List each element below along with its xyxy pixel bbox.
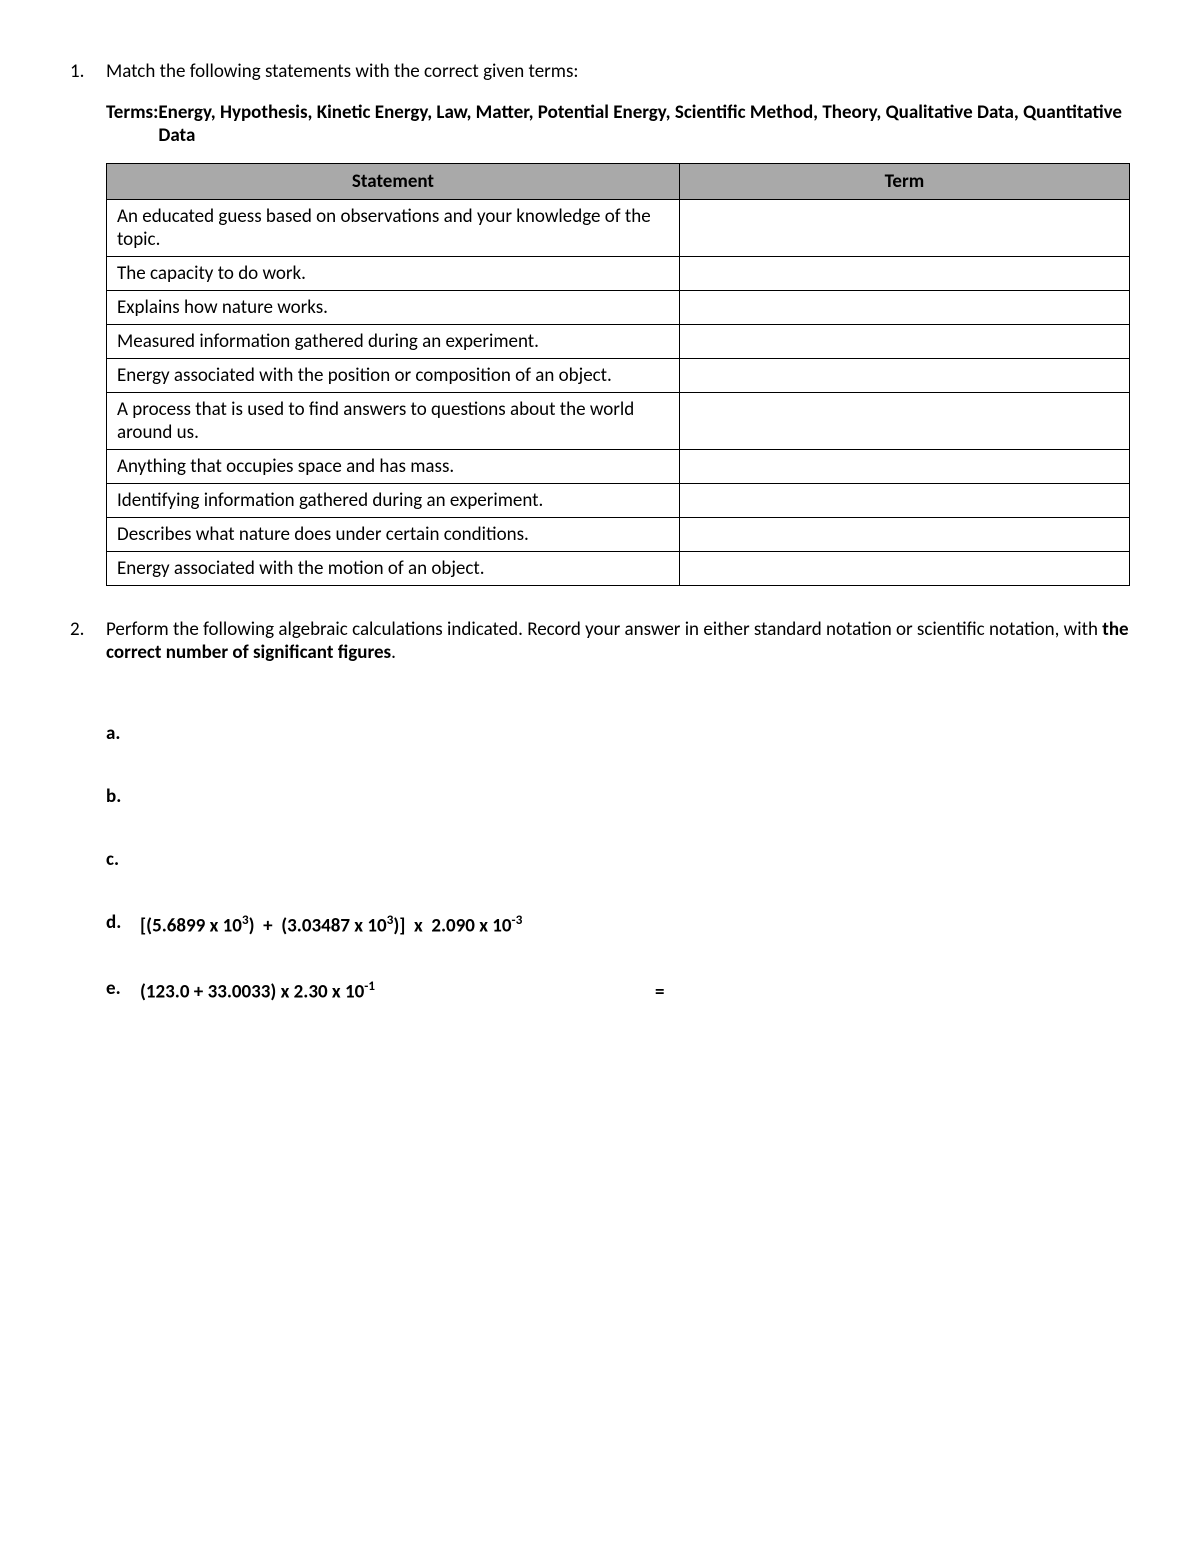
terms-list: Energy, Hypothesis, Kinetic Energy, Law,… xyxy=(158,101,1130,147)
question-1-number: 1. xyxy=(70,60,106,83)
match-table: Statement Term An educated guess based o… xyxy=(106,163,1130,586)
term-cell[interactable] xyxy=(679,393,1129,450)
term-cell[interactable] xyxy=(679,484,1129,518)
question-2-number: 2. xyxy=(70,618,106,641)
terms-line: Terms: Energy, Hypothesis, Kinetic Energ… xyxy=(70,101,1130,147)
sub-item: b. xyxy=(106,785,1130,808)
table-row: Energy associated with the position or c… xyxy=(107,359,1130,393)
q2-prompt-part1: Perform the following algebraic calculat… xyxy=(106,618,1102,641)
table-row: Identifying information gathered during … xyxy=(107,484,1130,518)
table-row: An educated guess based on observations … xyxy=(107,200,1130,257)
sub-item-expression xyxy=(140,785,1130,808)
question-1-prompt: Match the following statements with the … xyxy=(106,60,1130,83)
statement-cell: Measured information gathered during an … xyxy=(107,325,680,359)
statement-cell: Identifying information gathered during … xyxy=(107,484,680,518)
sub-item-label: b. xyxy=(106,785,140,808)
sub-item-label: a. xyxy=(106,722,140,745)
statement-cell: The capacity to do work. xyxy=(107,257,680,291)
table-row: Anything that occupies space and has mas… xyxy=(107,450,1130,484)
question-2: 2. Perform the following algebraic calcu… xyxy=(70,618,1130,1004)
sub-item-expression xyxy=(140,848,1130,871)
sub-item: d.[(5.6899 x 103) + (3.03487 x 103)] x 2… xyxy=(106,911,1130,937)
sub-item-label: d. xyxy=(106,911,140,937)
statement-cell: Energy associated with the position or c… xyxy=(107,359,680,393)
term-cell[interactable] xyxy=(679,552,1129,586)
sub-item-expression: [(5.6899 x 103) + (3.03487 x 103)] x 2.0… xyxy=(140,911,1130,937)
term-cell[interactable] xyxy=(679,450,1129,484)
table-header-row: Statement Term xyxy=(107,164,1130,200)
sub-item-label: e. xyxy=(106,977,140,1003)
sub-item: e.(123.0 + 33.0033) x 2.30 x 10-1= xyxy=(106,977,1130,1003)
table-row: Measured information gathered during an … xyxy=(107,325,1130,359)
sub-item-expression: (123.0 + 33.0033) x 2.30 x 10-1= xyxy=(140,977,1130,1003)
sub-item: a. xyxy=(106,722,1130,745)
q2-prompt-part2: . xyxy=(391,641,396,664)
sub-item-label: c. xyxy=(106,848,140,871)
sub-item-expression xyxy=(140,722,1130,745)
statement-cell: Describes what nature does under certain… xyxy=(107,518,680,552)
table-row: Describes what nature does under certain… xyxy=(107,518,1130,552)
col-header-statement: Statement xyxy=(107,164,680,200)
term-cell[interactable] xyxy=(679,291,1129,325)
col-header-term: Term xyxy=(679,164,1129,200)
question-2-prompt: Perform the following algebraic calculat… xyxy=(106,618,1130,664)
term-cell[interactable] xyxy=(679,359,1129,393)
terms-label: Terms: xyxy=(106,101,158,147)
statement-cell: An educated guess based on observations … xyxy=(107,200,680,257)
table-row: Energy associated with the motion of an … xyxy=(107,552,1130,586)
term-cell[interactable] xyxy=(679,325,1129,359)
table-row: A process that is used to find answers t… xyxy=(107,393,1130,450)
term-cell[interactable] xyxy=(679,518,1129,552)
term-cell[interactable] xyxy=(679,200,1129,257)
statement-cell: Explains how nature works. xyxy=(107,291,680,325)
statement-cell: A process that is used to find answers t… xyxy=(107,393,680,450)
statement-cell: Anything that occupies space and has mas… xyxy=(107,450,680,484)
statement-cell: Energy associated with the motion of an … xyxy=(107,552,680,586)
table-row: The capacity to do work. xyxy=(107,257,1130,291)
question-1: 1. Match the following statements with t… xyxy=(70,60,1130,586)
term-cell[interactable] xyxy=(679,257,1129,291)
sub-item: c. xyxy=(106,848,1130,871)
table-row: Explains how nature works. xyxy=(107,291,1130,325)
